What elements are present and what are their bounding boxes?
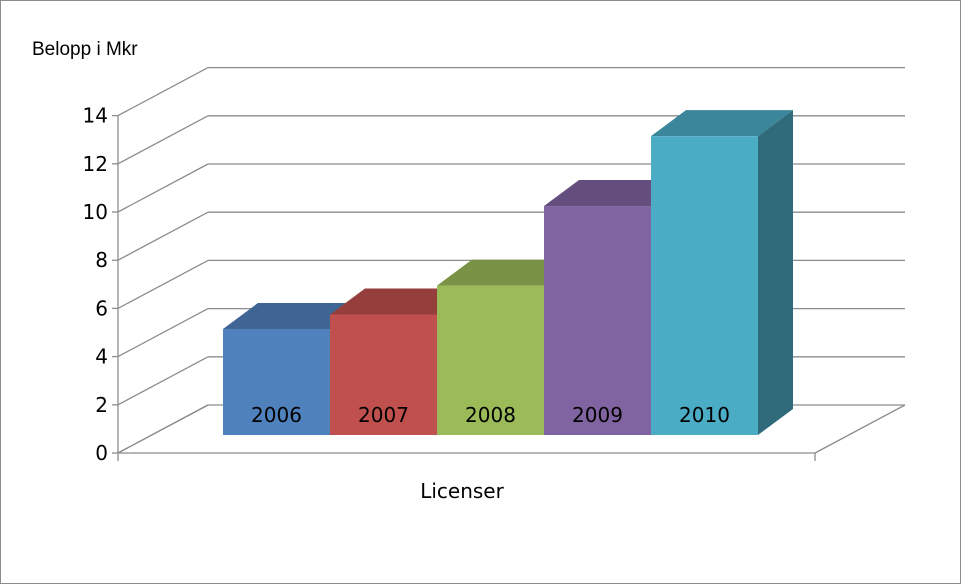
y-tick-label: 14	[83, 104, 108, 128]
side-grid-line	[117, 67, 209, 117]
y-tick-label: 0	[95, 441, 108, 465]
y-tick-label: 8	[95, 248, 108, 272]
bar-top-face	[330, 288, 472, 315]
bar-front-face	[544, 206, 651, 435]
category-label: 2010	[679, 403, 730, 427]
bar-front-face	[437, 285, 544, 435]
bar-2007	[330, 288, 472, 435]
floor-edge-right	[814, 404, 906, 454]
side-grid-line	[117, 356, 209, 406]
bar-top-face	[223, 302, 365, 329]
category-label: 2009	[572, 403, 623, 427]
y-tick-label: 10	[83, 200, 108, 224]
bar-side-face	[758, 110, 793, 435]
category-label: 2008	[465, 403, 516, 427]
side-grid-line	[117, 115, 209, 165]
bar-front-face	[651, 136, 758, 435]
category-label: 2006	[251, 403, 302, 427]
bar-top-face	[651, 110, 793, 137]
y-axis-label: Belopp i Mkr	[32, 39, 138, 60]
y-tick-label: 6	[95, 296, 108, 320]
x-axis-label: Licenser	[420, 479, 504, 503]
label-layer: 0 2 4 6 8 10 12 14 2006 2007 2008 2009 2010	[83, 104, 730, 465]
side-grid-line	[117, 308, 209, 358]
side-grid-line	[117, 211, 209, 261]
bar-layer	[223, 110, 793, 435]
y-tick-label: 4	[95, 345, 108, 369]
bar-front-face	[223, 328, 330, 435]
bar-front-face	[330, 314, 437, 435]
bar-top-face	[437, 259, 579, 286]
y-tick-label: 12	[83, 152, 108, 176]
side-grid-line	[117, 259, 209, 309]
bar-2010	[651, 110, 793, 435]
y-tick-label: 2	[95, 393, 108, 417]
side-grid-line	[117, 163, 209, 213]
category-label: 2007	[358, 403, 409, 427]
bar-top-face	[544, 180, 686, 207]
floor-edge-left	[117, 404, 209, 454]
